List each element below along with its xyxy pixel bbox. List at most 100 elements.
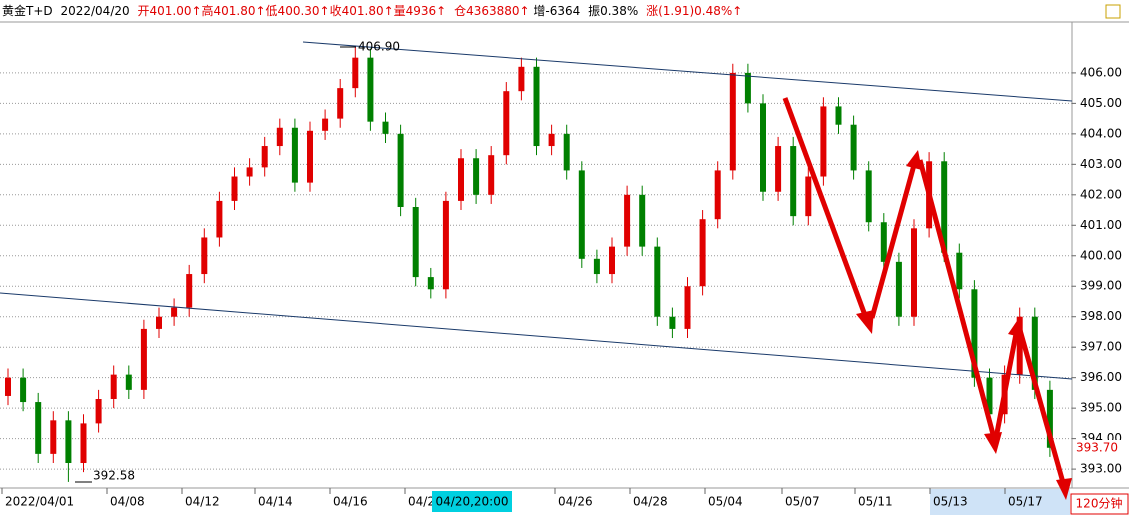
candle-body — [805, 176, 812, 217]
candle-body — [412, 206, 419, 278]
period-strip — [930, 489, 1070, 515]
x-tick-label: 05/13 — [933, 495, 968, 509]
candle-body — [790, 146, 797, 217]
candle-body — [110, 374, 117, 400]
candle-body — [35, 402, 42, 454]
y-tick-label: 393.00 — [1080, 462, 1122, 476]
last-price: 393.70 — [1076, 441, 1118, 455]
x-tick-label: 05/11 — [858, 495, 893, 509]
candle-body — [578, 170, 585, 259]
candle-body — [533, 66, 540, 147]
candle-body — [729, 72, 736, 171]
candle-body — [50, 420, 57, 454]
last-price-box — [1073, 440, 1128, 456]
candle-body — [231, 176, 238, 201]
y-tick-label: 399.00 — [1080, 279, 1122, 293]
candle-body — [322, 118, 329, 131]
y-tick-label: 404.00 — [1080, 126, 1122, 140]
high-label: 406.90 — [358, 40, 400, 54]
candle-body — [261, 146, 268, 168]
candle-body — [382, 121, 389, 134]
candle-body — [80, 423, 87, 464]
candle-body — [835, 106, 842, 125]
trend-line-lower — [0, 292, 1073, 380]
header-position: 仓4363880↑ — [454, 4, 530, 18]
candle-body — [397, 133, 404, 207]
candle-body — [518, 66, 525, 92]
candle-body — [352, 57, 359, 89]
candle-body — [95, 399, 102, 424]
candle-body — [971, 289, 978, 378]
candle-body — [775, 146, 782, 192]
candle-body — [714, 170, 721, 220]
candle-body — [850, 124, 857, 171]
header-change: 增-6364 — [533, 4, 580, 18]
y-tick-label: 400.00 — [1080, 248, 1122, 262]
candle-body — [427, 277, 434, 290]
period-label[interactable]: 120分钟 — [1076, 496, 1123, 511]
candle-body — [880, 222, 887, 262]
x-tick-label: 04/16 — [333, 495, 368, 509]
candle-body — [609, 246, 615, 275]
trend-line-upper — [302, 41, 1073, 102]
candle-body — [20, 377, 27, 403]
candle-body — [488, 155, 495, 195]
crosshair-box — [432, 491, 512, 512]
period-box[interactable] — [1070, 493, 1129, 515]
candle-body — [986, 377, 993, 415]
candle-body — [291, 127, 298, 183]
x-tick-label: 05/04 — [708, 495, 743, 509]
candle-body — [442, 200, 449, 290]
x-tick-label: 04/14 — [258, 495, 293, 509]
candle-body — [820, 106, 827, 177]
y-tick-label: 395.00 — [1080, 401, 1122, 415]
settings-icon[interactable] — [1105, 4, 1121, 19]
candle-body — [865, 170, 872, 223]
x-tick-label: 04/08 — [110, 495, 145, 509]
x-tick-label: 04/28 — [633, 495, 668, 509]
y-tick-label: 406.00 — [1080, 65, 1122, 79]
header-amplitude: 振0.38% — [588, 4, 638, 18]
header: 黄金T+D 2022/04/20 开401.00↑高401.80↑低400.30… — [2, 3, 742, 18]
candle-body — [941, 161, 948, 253]
candle-body — [186, 274, 193, 308]
candle-body — [593, 258, 600, 275]
candle-body — [156, 316, 162, 329]
x-tick-label: 05/17 — [1008, 495, 1043, 509]
candle-body — [895, 261, 902, 317]
candle-body — [140, 328, 147, 390]
y-tick-label: 402.00 — [1080, 187, 1122, 201]
y-tick-label: 398.00 — [1080, 309, 1122, 323]
header-quote: 开401.00↑高401.80↑低400.30↑收401.80↑量4936↑ — [137, 3, 446, 18]
candle-body — [669, 316, 676, 329]
x-tick-label: 04/12 — [185, 495, 220, 509]
header-rise: 涨(1.91)0.48%↑ — [646, 3, 742, 18]
candle-body — [760, 103, 766, 192]
candle-body — [699, 219, 706, 287]
candle-body — [1016, 316, 1023, 375]
candle-body — [276, 127, 283, 147]
candle-body — [473, 158, 480, 195]
candle-body — [216, 200, 223, 238]
candle-body — [337, 88, 344, 119]
x-tick-label: 2022/04/01 — [5, 495, 74, 509]
plot: 393.00394.00395.00396.00397.00398.00399.… — [0, 45, 1122, 509]
candle-body — [956, 252, 963, 290]
y-tick-label: 405.00 — [1080, 96, 1122, 110]
candle-body — [624, 194, 631, 247]
x-tick-label: 05/07 — [785, 495, 820, 509]
candle-body — [503, 91, 510, 156]
header-name: 黄金T+D — [2, 3, 53, 18]
candle-body — [5, 377, 11, 396]
candle-body — [744, 72, 751, 104]
candle-body — [911, 228, 917, 317]
y-tick-label: 403.00 — [1080, 157, 1122, 171]
crosshair-label: 04/20,20:00 — [436, 495, 509, 509]
candle-body — [458, 158, 464, 201]
candle-body — [65, 420, 72, 464]
x-tick-label: 04/26 — [558, 495, 593, 509]
candle-body — [684, 286, 691, 329]
candle-body — [246, 167, 253, 177]
candle-body — [201, 237, 208, 275]
